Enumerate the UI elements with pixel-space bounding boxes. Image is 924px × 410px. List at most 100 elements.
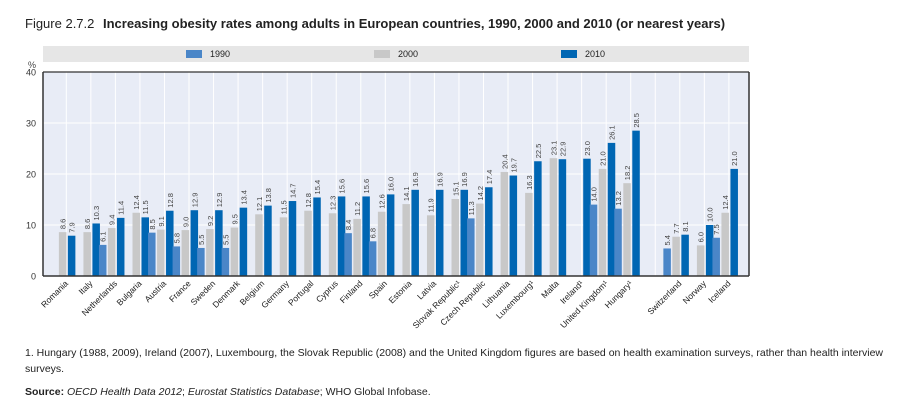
bar-2010 <box>583 158 591 276</box>
bar-2000 <box>377 211 386 276</box>
data-label-1990: 6.8 <box>369 228 378 238</box>
data-label-2000: 16.3 <box>525 175 534 190</box>
source-who: ; WHO Global Infobase. <box>319 386 431 398</box>
bar-2010 <box>411 189 419 276</box>
data-label-2010: 12.9 <box>190 193 199 208</box>
bar-2010 <box>485 187 493 276</box>
data-label-1990: 8.5 <box>148 219 157 229</box>
data-label-2000: 12.4 <box>721 195 730 210</box>
data-label-2010: 26.1 <box>607 125 616 140</box>
bar-2000 <box>328 213 337 276</box>
bar-2010 <box>313 197 321 276</box>
bar-2000 <box>83 232 91 276</box>
source-oecd: OECD Health Data 2012 <box>67 386 182 398</box>
source-note: Source: OECD Health Data 2012; Eurostat … <box>25 386 431 398</box>
bar-2010 <box>141 217 149 276</box>
bar-2010 <box>509 175 518 276</box>
data-label-2000: 8.6 <box>83 219 92 229</box>
bar-2010 <box>92 223 100 276</box>
data-label-2010: 13.8 <box>264 188 273 203</box>
x-tick-label: Finland <box>338 278 365 305</box>
x-tick-label: Malta <box>539 278 561 300</box>
bar-2010 <box>632 130 640 276</box>
bar-2010 <box>435 189 444 276</box>
bar-2000 <box>353 218 361 276</box>
x-tick-label: Germany <box>259 278 291 310</box>
bar-2000 <box>132 212 140 276</box>
y-tick-label: 20 <box>26 170 36 180</box>
bar-1990 <box>663 248 671 276</box>
data-label-2000: 20.4 <box>500 154 509 169</box>
data-label-2000: 18.2 <box>623 166 632 181</box>
y-tick-label: 40 <box>26 68 36 78</box>
data-label-2010: 19.7 <box>509 158 518 173</box>
x-tick-label: Bulgaria <box>115 278 144 307</box>
bar-1990 <box>98 244 107 276</box>
bar-2010 <box>166 210 174 276</box>
data-label-2010: 23.0 <box>583 141 592 156</box>
data-label-2010: 15.6 <box>338 179 347 194</box>
x-tick-label: Estonia <box>386 278 413 305</box>
bar-2010 <box>362 196 370 276</box>
legend-swatch-2000 <box>374 50 390 58</box>
bar-2000 <box>181 230 190 276</box>
bar-2000 <box>476 203 484 276</box>
x-tick-label: Iceland <box>706 278 733 305</box>
bar-2010 <box>264 205 272 276</box>
bar-2000 <box>279 217 288 276</box>
bar-2000 <box>721 212 729 276</box>
data-label-1990: 7.5 <box>712 224 721 234</box>
legend-label-2000: 2000 <box>398 49 419 59</box>
bar-2010 <box>239 207 248 276</box>
chart-legend: 1990 2000 2010 <box>43 46 749 62</box>
data-label-1990: 6.1 <box>99 231 108 241</box>
bar-2000 <box>304 210 312 276</box>
figure-number: Figure 2.7.2 <box>25 16 95 31</box>
bar-1990 <box>221 247 230 276</box>
data-label-2000: 12.4 <box>132 195 141 210</box>
source-label: Source: <box>25 386 65 398</box>
source-eurostat: Eurostat Statistics Database <box>187 386 320 398</box>
bar-2000 <box>672 236 680 276</box>
data-label-2010: 15.6 <box>362 179 371 194</box>
data-label-2000: 7.7 <box>672 223 681 233</box>
data-label-2010: 28.5 <box>632 113 641 128</box>
data-label-2010: 10.0 <box>706 207 715 222</box>
bar-2000 <box>206 229 214 276</box>
data-label-2010: 15.4 <box>313 180 322 195</box>
legend-item-1990: 1990 <box>186 49 230 59</box>
data-label-2010: 16.9 <box>460 172 469 187</box>
x-tick-label: Italy <box>76 278 95 297</box>
data-label-2000: 14.2 <box>476 186 485 201</box>
bar-1990 <box>197 247 205 276</box>
x-tick-label: Denmark <box>210 278 242 310</box>
bar-2010 <box>288 201 297 276</box>
bar-2010 <box>681 234 689 276</box>
data-label-1990: 8.4 <box>344 220 353 230</box>
bar-2010 <box>730 168 738 276</box>
bar-2010 <box>215 210 223 276</box>
data-label-2000: 8.6 <box>59 219 68 229</box>
x-tick-label: Portugal <box>286 278 316 308</box>
bar-2000 <box>525 192 533 276</box>
bar-2010 <box>607 142 616 276</box>
data-label-1990: 13.2 <box>614 191 623 206</box>
data-label-2010: 8.1 <box>681 221 690 231</box>
bar-2010 <box>116 217 125 276</box>
data-label-2010: 16.0 <box>387 177 396 192</box>
data-label-2000: 11.2 <box>353 202 362 216</box>
legend-item-2010: 2010 <box>561 49 605 59</box>
data-label-2010: 16.9 <box>411 172 420 187</box>
x-tick-label: Norway <box>681 278 709 306</box>
data-label-2010: 14.7 <box>288 183 297 198</box>
y-tick-label: 30 <box>26 119 36 129</box>
bar-1990 <box>172 246 181 276</box>
bar-2010 <box>558 159 567 276</box>
data-label-1990: 11.3 <box>467 201 476 215</box>
data-label-2010: 13.4 <box>239 190 248 205</box>
bar-2010 <box>67 235 76 276</box>
bar-1990 <box>614 208 622 276</box>
bar-2010 <box>460 189 469 276</box>
bar-2000 <box>623 183 631 276</box>
data-label-2010: 22.5 <box>534 144 543 159</box>
